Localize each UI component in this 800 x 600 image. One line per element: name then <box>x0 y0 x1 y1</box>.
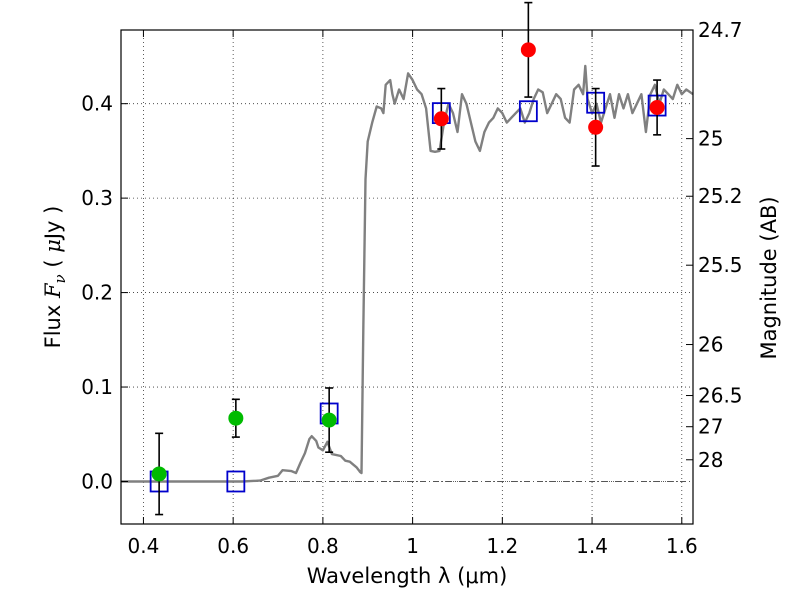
x-tick-label: 1 <box>406 534 419 558</box>
y-tick-label: 0.4 <box>81 92 113 116</box>
model-photometry-marker <box>226 470 246 493</box>
plot-frame <box>120 29 694 525</box>
observed-nir-point <box>520 42 536 58</box>
x-tick-label: 0.8 <box>307 534 339 558</box>
model-sed-line <box>121 64 694 483</box>
observed-nir-point <box>433 111 449 127</box>
y2-tick-label: 25.5 <box>698 253 743 277</box>
y2-tick-label: 26 <box>698 333 723 357</box>
series <box>121 64 694 483</box>
y2-tick-label: 27 <box>698 415 723 439</box>
y-tick-label: 0.2 <box>81 281 113 305</box>
x-tick-label: 1.6 <box>666 534 698 558</box>
observed-optical-point <box>151 466 167 482</box>
model-photometry-marker <box>518 100 538 123</box>
x-tick-label: 1.2 <box>486 534 518 558</box>
observed-nir-point <box>588 119 604 135</box>
y2-tick-label: 25.2 <box>698 184 743 208</box>
observed-optical-point <box>321 412 337 428</box>
y2-tick-label: 25 <box>698 127 723 151</box>
observed-optical-point <box>228 410 244 426</box>
y-tick-label: 0.0 <box>81 469 113 493</box>
y2-axis-label: Magnitude (AB) <box>757 196 781 359</box>
axis-ticks: 0.4 0.6 0.8 1 1.2 1.4 1.6 0.0 0.1 0.2 0.3 0.4 24.7 25… <box>81 18 742 558</box>
x-tick-label: 1.4 <box>576 534 608 558</box>
x-axis-label: Wavelength λ (μm) <box>307 564 508 588</box>
y-axis-label: Flux Fν ( μJy ) <box>41 206 69 349</box>
x-tick-label: 0.4 <box>128 534 160 558</box>
observed-nir-point <box>649 99 665 115</box>
y2-tick-label: 26.5 <box>698 384 743 408</box>
markers <box>149 1 667 516</box>
x-tick-label: 0.6 <box>217 534 249 558</box>
y-tick-label: 0.3 <box>81 186 113 210</box>
y2-tick-label: 28 <box>698 448 723 472</box>
y-tick-label: 0.1 <box>81 375 113 399</box>
y2-tick-label: 24.7 <box>698 18 743 42</box>
